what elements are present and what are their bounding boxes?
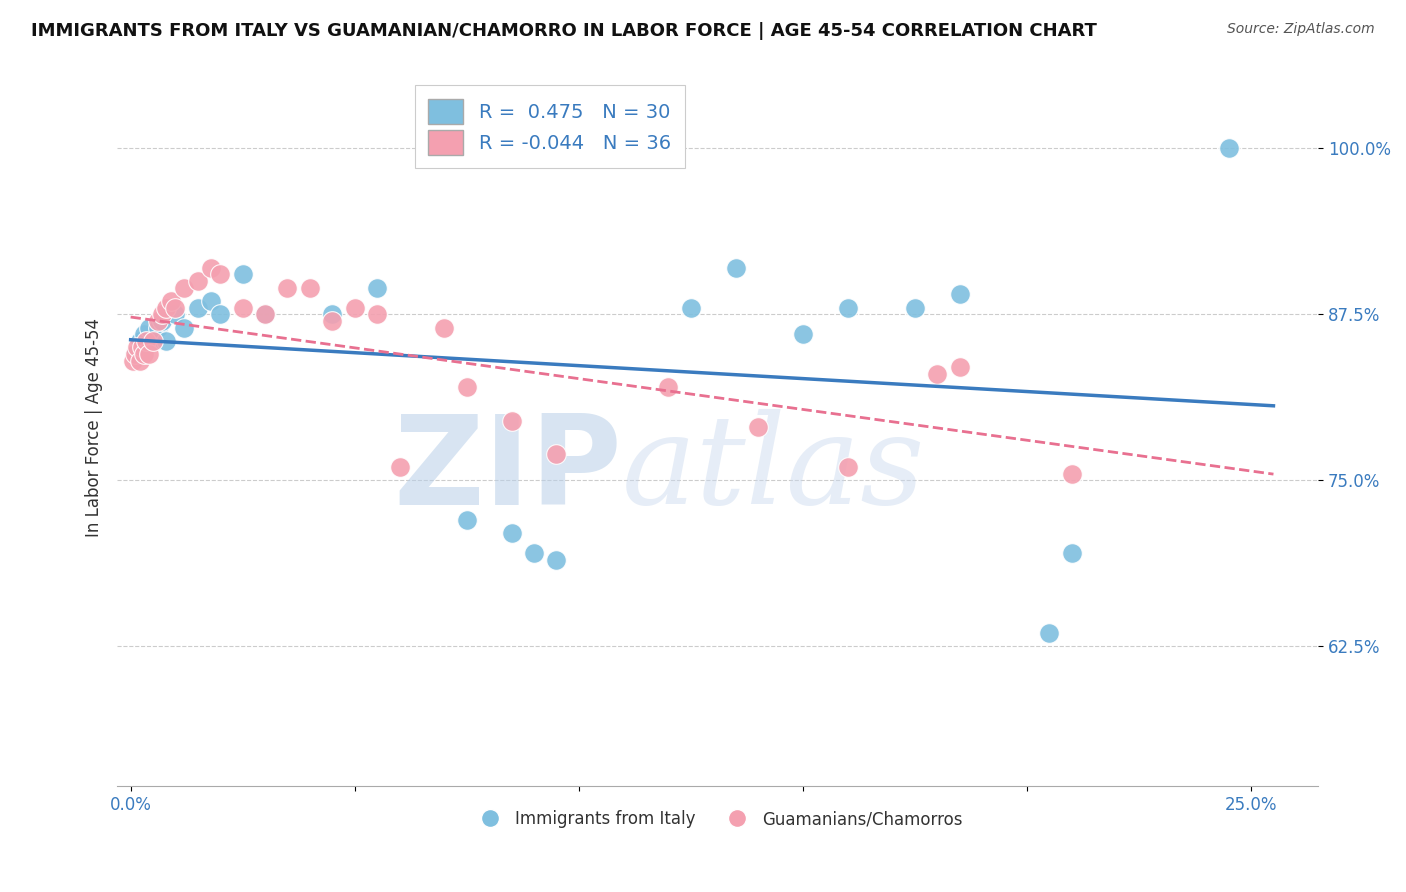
Point — [173, 320, 195, 334]
Point — [366, 281, 388, 295]
Point — [321, 314, 343, 328]
Point — [1060, 546, 1083, 560]
Point — [146, 320, 169, 334]
Point — [501, 526, 523, 541]
Point — [792, 327, 814, 342]
Point — [679, 301, 702, 315]
Text: ZIP: ZIP — [392, 409, 621, 531]
Point — [155, 334, 177, 348]
Point — [501, 413, 523, 427]
Point — [138, 347, 160, 361]
Point — [456, 380, 478, 394]
Point — [1060, 467, 1083, 481]
Point — [128, 353, 150, 368]
Point — [142, 334, 165, 348]
Point — [131, 341, 153, 355]
Y-axis label: In Labor Force | Age 45-54: In Labor Force | Age 45-54 — [86, 318, 103, 537]
Point — [122, 353, 145, 368]
Point — [150, 307, 173, 321]
Point — [1038, 626, 1060, 640]
Point — [187, 274, 209, 288]
Point — [132, 327, 155, 342]
Point — [128, 334, 150, 348]
Point — [135, 334, 157, 348]
Point — [1218, 141, 1240, 155]
Point — [546, 447, 568, 461]
Point — [165, 307, 187, 321]
Legend: Immigrants from Italy, Guamanians/Chamorros: Immigrants from Italy, Guamanians/Chamor… — [467, 804, 969, 835]
Point — [949, 360, 972, 375]
Point — [150, 314, 173, 328]
Point — [124, 347, 146, 361]
Point — [927, 367, 949, 381]
Point — [200, 293, 222, 308]
Point — [209, 268, 232, 282]
Point — [165, 301, 187, 315]
Point — [124, 347, 146, 361]
Point — [138, 320, 160, 334]
Point — [146, 314, 169, 328]
Point — [837, 301, 859, 315]
Point — [155, 301, 177, 315]
Point — [904, 301, 927, 315]
Point — [343, 301, 366, 315]
Point — [160, 293, 183, 308]
Text: IMMIGRANTS FROM ITALY VS GUAMANIAN/CHAMORRO IN LABOR FORCE | AGE 45-54 CORRELATI: IMMIGRANTS FROM ITALY VS GUAMANIAN/CHAMO… — [31, 22, 1097, 40]
Point — [132, 347, 155, 361]
Point — [232, 301, 254, 315]
Point — [837, 460, 859, 475]
Point — [200, 260, 222, 275]
Point — [456, 513, 478, 527]
Point — [366, 307, 388, 321]
Point — [173, 281, 195, 295]
Point — [433, 320, 456, 334]
Point — [254, 307, 277, 321]
Point — [254, 307, 277, 321]
Point — [657, 380, 679, 394]
Point — [388, 460, 411, 475]
Point — [523, 546, 546, 560]
Text: Source: ZipAtlas.com: Source: ZipAtlas.com — [1227, 22, 1375, 37]
Point — [724, 260, 747, 275]
Point — [209, 307, 232, 321]
Point — [142, 334, 165, 348]
Point — [747, 420, 769, 434]
Point — [232, 268, 254, 282]
Point — [949, 287, 972, 301]
Point — [127, 341, 149, 355]
Point — [187, 301, 209, 315]
Point — [321, 307, 343, 321]
Point — [298, 281, 321, 295]
Point — [276, 281, 298, 295]
Point — [546, 553, 568, 567]
Text: atlas: atlas — [621, 409, 925, 531]
